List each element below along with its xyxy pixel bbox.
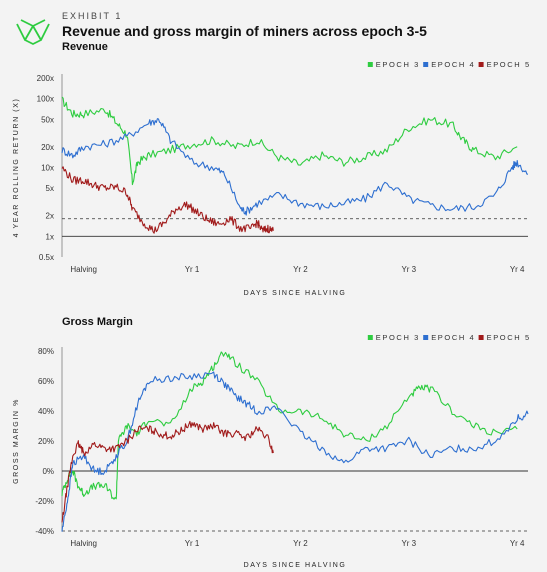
revenue-chart: EPOCH 3 EPOCH 4 EPOCH 5 200x 100x 50x 20x 10x 5x…: [13, 60, 531, 297]
legend-label-epoch-5: EPOCH 5: [487, 60, 531, 69]
legend-swatch-epoch-3: [367, 335, 373, 340]
y-tick-label: 0.5x: [39, 253, 54, 262]
series-line-epoch-4: [61, 118, 529, 216]
y-tick-label: 200x: [37, 74, 54, 83]
gross-margin-chart: EPOCH 3 EPOCH 4 EPOCH 5 80% 60% 40% 20% 0% -20% -…: [13, 333, 531, 569]
legend-label-epoch-4: EPOCH 4: [431, 60, 475, 69]
x-axis-label: DAYS SINCE HALVING: [244, 562, 347, 569]
y-tick-label: 20%: [38, 437, 54, 446]
y-tick-label: 0%: [42, 467, 54, 476]
exhibit-label: EXHIBIT 1: [62, 11, 123, 21]
revenue-subtitle: Revenue: [62, 41, 108, 53]
legend-label-epoch-5: EPOCH 5: [487, 333, 531, 342]
x-tick-label: Yr 1: [185, 539, 200, 548]
logo-icon: [16, 19, 50, 45]
series-line-epoch-3: [61, 351, 518, 500]
x-tick-label: Halving: [70, 539, 97, 548]
y-tick-label: 80%: [38, 347, 54, 356]
series-line-epoch-4: [61, 371, 529, 532]
x-tick-label: Yr 2: [293, 265, 308, 274]
y-tick-label: 100x: [37, 95, 54, 104]
y-axis-label: 4 YEAR ROLLING RETURN (X): [13, 98, 20, 238]
y-tick-label: 1x: [46, 232, 54, 241]
x-axis-label: DAYS SINCE HALVING: [244, 290, 347, 297]
series-line-epoch-5: [61, 166, 274, 234]
legend-label-epoch-3: EPOCH 3: [376, 60, 420, 69]
y-tick-label: 5x: [46, 184, 54, 193]
y-tick-label: 2x: [46, 212, 54, 221]
legend-label-epoch-4: EPOCH 4: [431, 333, 475, 342]
legend-swatch-epoch-3: [367, 62, 373, 67]
y-tick-label: 60%: [38, 377, 54, 386]
y-tick-label: 20x: [41, 143, 54, 152]
y-tick-label: 40%: [38, 407, 54, 416]
y-tick-label: -20%: [35, 497, 54, 506]
series-line-epoch-3: [61, 96, 518, 186]
legend-swatch-epoch-4: [423, 62, 429, 67]
chart-title: Revenue and gross margin of miners acros…: [62, 23, 427, 39]
legend-swatch-epoch-5: [478, 62, 484, 67]
x-tick-label: Yr 2: [293, 539, 308, 548]
y-tick-label: 10x: [41, 164, 54, 173]
x-tick-label: Yr 4: [510, 539, 525, 548]
y-axis-label: GROSS MARGIN %: [13, 398, 20, 484]
legend-swatch-epoch-5: [478, 335, 484, 340]
x-tick-label: Halving: [70, 265, 97, 274]
gross-margin-subtitle: Gross Margin: [62, 316, 133, 328]
x-tick-label: Yr 1: [185, 265, 200, 274]
exhibit-header: EXHIBIT 1 Revenue and gross margin of mi…: [0, 0, 547, 60]
series-line-epoch-5: [61, 420, 274, 523]
x-tick-label: Yr 3: [401, 539, 416, 548]
y-tick-label: 50x: [41, 115, 54, 124]
x-tick-label: Yr 3: [401, 265, 416, 274]
legend-label-epoch-3: EPOCH 3: [376, 333, 420, 342]
legend-swatch-epoch-4: [423, 335, 429, 340]
x-tick-label: Yr 4: [510, 265, 525, 274]
y-tick-label: -40%: [35, 527, 54, 536]
